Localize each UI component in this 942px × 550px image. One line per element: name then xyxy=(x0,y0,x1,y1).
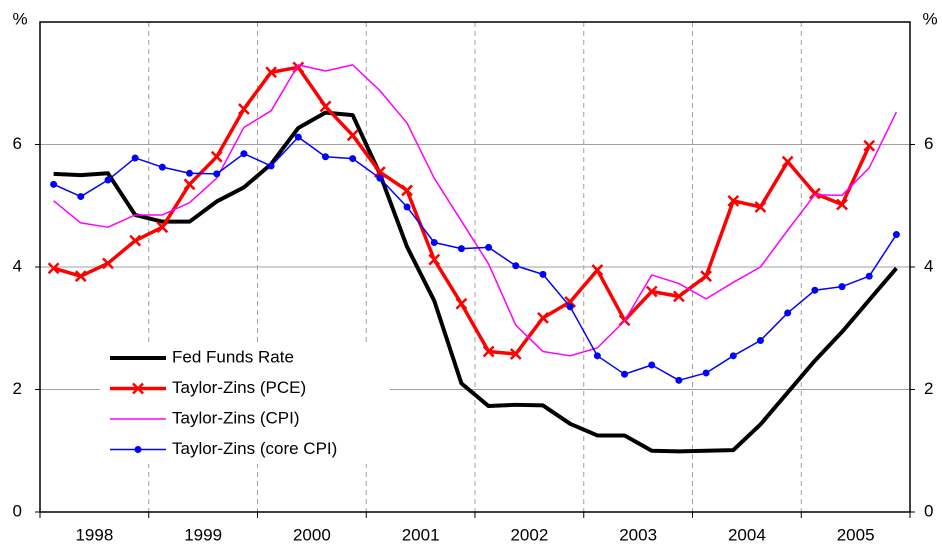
marker xyxy=(784,309,792,317)
legend-label: Taylor-Zins (core CPI) xyxy=(172,439,337,458)
marker xyxy=(428,253,441,266)
x-tick-label: 2004 xyxy=(728,525,766,544)
marker xyxy=(808,187,821,200)
x-tick-label: 2001 xyxy=(402,525,440,544)
marker xyxy=(591,264,604,276)
marker xyxy=(564,296,577,308)
marker xyxy=(645,285,658,298)
marker xyxy=(267,162,275,170)
marker xyxy=(781,155,794,168)
y-tick-label: 0 xyxy=(13,501,22,520)
series-line xyxy=(53,110,898,454)
marker xyxy=(700,270,712,283)
marker xyxy=(102,257,114,270)
marker xyxy=(593,352,601,360)
marker xyxy=(186,169,194,177)
x-tick-label: 2005 xyxy=(837,525,875,544)
legend-label: Taylor-Zins (PCE) xyxy=(172,378,306,397)
legend: Fed Funds Rate Taylor-Zins (PCE) Taylor-Zi… xyxy=(100,342,390,464)
marker xyxy=(537,311,549,324)
x-tick-label: 2003 xyxy=(619,525,657,544)
marker xyxy=(455,297,468,310)
y2-axis-label: % xyxy=(922,9,937,28)
marker xyxy=(838,283,846,291)
legend-label: Fed Funds Rate xyxy=(172,347,294,366)
marker xyxy=(865,272,873,280)
marker xyxy=(485,243,493,251)
marker xyxy=(74,270,87,283)
marker xyxy=(482,345,495,358)
marker xyxy=(863,139,876,152)
x-tick-label: 2002 xyxy=(510,525,548,544)
x-tick-label: 1998 xyxy=(75,525,113,544)
marker xyxy=(183,178,196,191)
marker xyxy=(294,133,302,141)
marker xyxy=(349,155,357,163)
y-tick-label: 2 xyxy=(13,379,22,398)
y-axis-label: % xyxy=(12,9,27,28)
marker xyxy=(566,303,574,311)
series-line xyxy=(53,65,871,356)
series-line xyxy=(53,136,898,382)
marker xyxy=(673,290,685,303)
marker xyxy=(104,176,112,184)
marker xyxy=(346,129,359,142)
marker xyxy=(621,370,629,378)
marker xyxy=(756,337,764,344)
marker xyxy=(539,270,547,278)
marker xyxy=(156,221,169,234)
marker xyxy=(47,262,60,275)
marker xyxy=(509,348,522,360)
y2-tick-label: 0 xyxy=(924,501,933,520)
x-tick-label: 2000 xyxy=(293,525,331,544)
marker xyxy=(457,245,465,253)
marker xyxy=(702,369,710,377)
legend-background xyxy=(100,342,390,464)
marker xyxy=(729,352,737,360)
x-tick-label: 1999 xyxy=(184,525,222,544)
legend-label: Taylor-Zins (CPI) xyxy=(172,408,300,427)
marker xyxy=(321,153,329,161)
y-tick-label: 6 xyxy=(13,134,22,153)
marker xyxy=(811,286,819,294)
y2-tick-label: 4 xyxy=(924,256,933,275)
marker xyxy=(210,150,223,163)
marker xyxy=(129,234,142,247)
marker xyxy=(132,382,144,395)
marker xyxy=(892,231,900,239)
plot-frame xyxy=(39,21,911,513)
marker xyxy=(158,163,166,171)
series-line xyxy=(53,64,898,357)
marker xyxy=(675,376,683,384)
marker xyxy=(50,180,58,188)
marker xyxy=(265,66,277,79)
marker xyxy=(134,446,142,453)
y2-tick-label: 2 xyxy=(924,379,933,398)
marker xyxy=(836,198,848,211)
marker xyxy=(319,100,332,113)
y2-tick-label: 6 xyxy=(924,134,933,153)
marker xyxy=(430,239,438,246)
marker xyxy=(213,170,221,178)
marker xyxy=(238,103,250,115)
marker xyxy=(727,194,740,207)
marker xyxy=(240,150,248,158)
marker xyxy=(403,203,411,211)
marker xyxy=(512,262,520,270)
marker xyxy=(131,154,139,162)
marker xyxy=(376,174,384,182)
marker xyxy=(754,201,767,213)
marker xyxy=(77,193,85,201)
marker xyxy=(648,361,656,369)
y-tick-label: 4 xyxy=(13,256,22,275)
marker xyxy=(401,184,413,197)
